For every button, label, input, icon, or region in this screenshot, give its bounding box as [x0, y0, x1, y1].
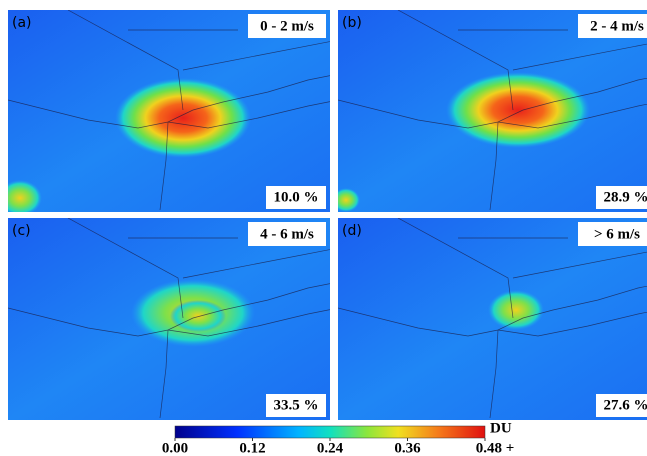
- boundaries: [338, 218, 647, 419]
- map-panel: (b) 2 - 4 m/s 28.9 %: [338, 10, 647, 212]
- share: 27.6 %: [604, 397, 647, 413]
- colorbar: [174, 425, 486, 439]
- map-panel: (c) 4 - 6 m/s 33.5 %: [8, 218, 330, 420]
- wind-box: [578, 222, 647, 246]
- wind-range: 4 - 6 m/s: [260, 226, 314, 242]
- colorbar-tick-label: 0.00: [162, 440, 188, 456]
- wind-range: 2 - 4 m/s: [590, 18, 644, 34]
- plume: [488, 290, 544, 330]
- panel-label: (a): [12, 15, 32, 31]
- share-box: [596, 186, 647, 209]
- share-box: [266, 394, 326, 417]
- boundaries: [338, 10, 647, 211]
- map-panel: (a) 0 - 2 m/s 10.0 %: [8, 10, 330, 212]
- plume: [170, 300, 226, 332]
- panel-label: (b): [342, 15, 362, 31]
- map-panel: (d) > 6 m/s 27.6 %: [338, 218, 647, 420]
- colorbar-tick-label: 0.12: [239, 440, 265, 456]
- share: 10.0 %: [274, 189, 319, 205]
- wind-range: 0 - 2 m/s: [260, 18, 314, 34]
- colorbar-tick-label: 0.24: [317, 440, 344, 456]
- plume: [338, 188, 360, 212]
- panel-label: (d): [342, 223, 362, 239]
- share-box: [596, 394, 647, 417]
- plume: [8, 180, 42, 212]
- panel-label: (c): [12, 223, 31, 239]
- wind-box: [248, 222, 326, 246]
- colorbar-tick-label: 0.36: [394, 440, 421, 456]
- share: 33.5 %: [274, 397, 319, 413]
- wind-range: > 6 m/s: [594, 226, 640, 242]
- colorbar-unit: DU: [490, 420, 512, 436]
- colorbar-tick-label: 0.48 +: [476, 440, 515, 456]
- share: 28.9 %: [604, 189, 647, 205]
- wind-box: [578, 14, 647, 38]
- wind-box: [248, 14, 326, 38]
- plume: [446, 72, 590, 148]
- plume: [115, 78, 251, 158]
- boundaries: [8, 10, 330, 211]
- share-box: [266, 186, 326, 209]
- boundaries: [8, 218, 330, 419]
